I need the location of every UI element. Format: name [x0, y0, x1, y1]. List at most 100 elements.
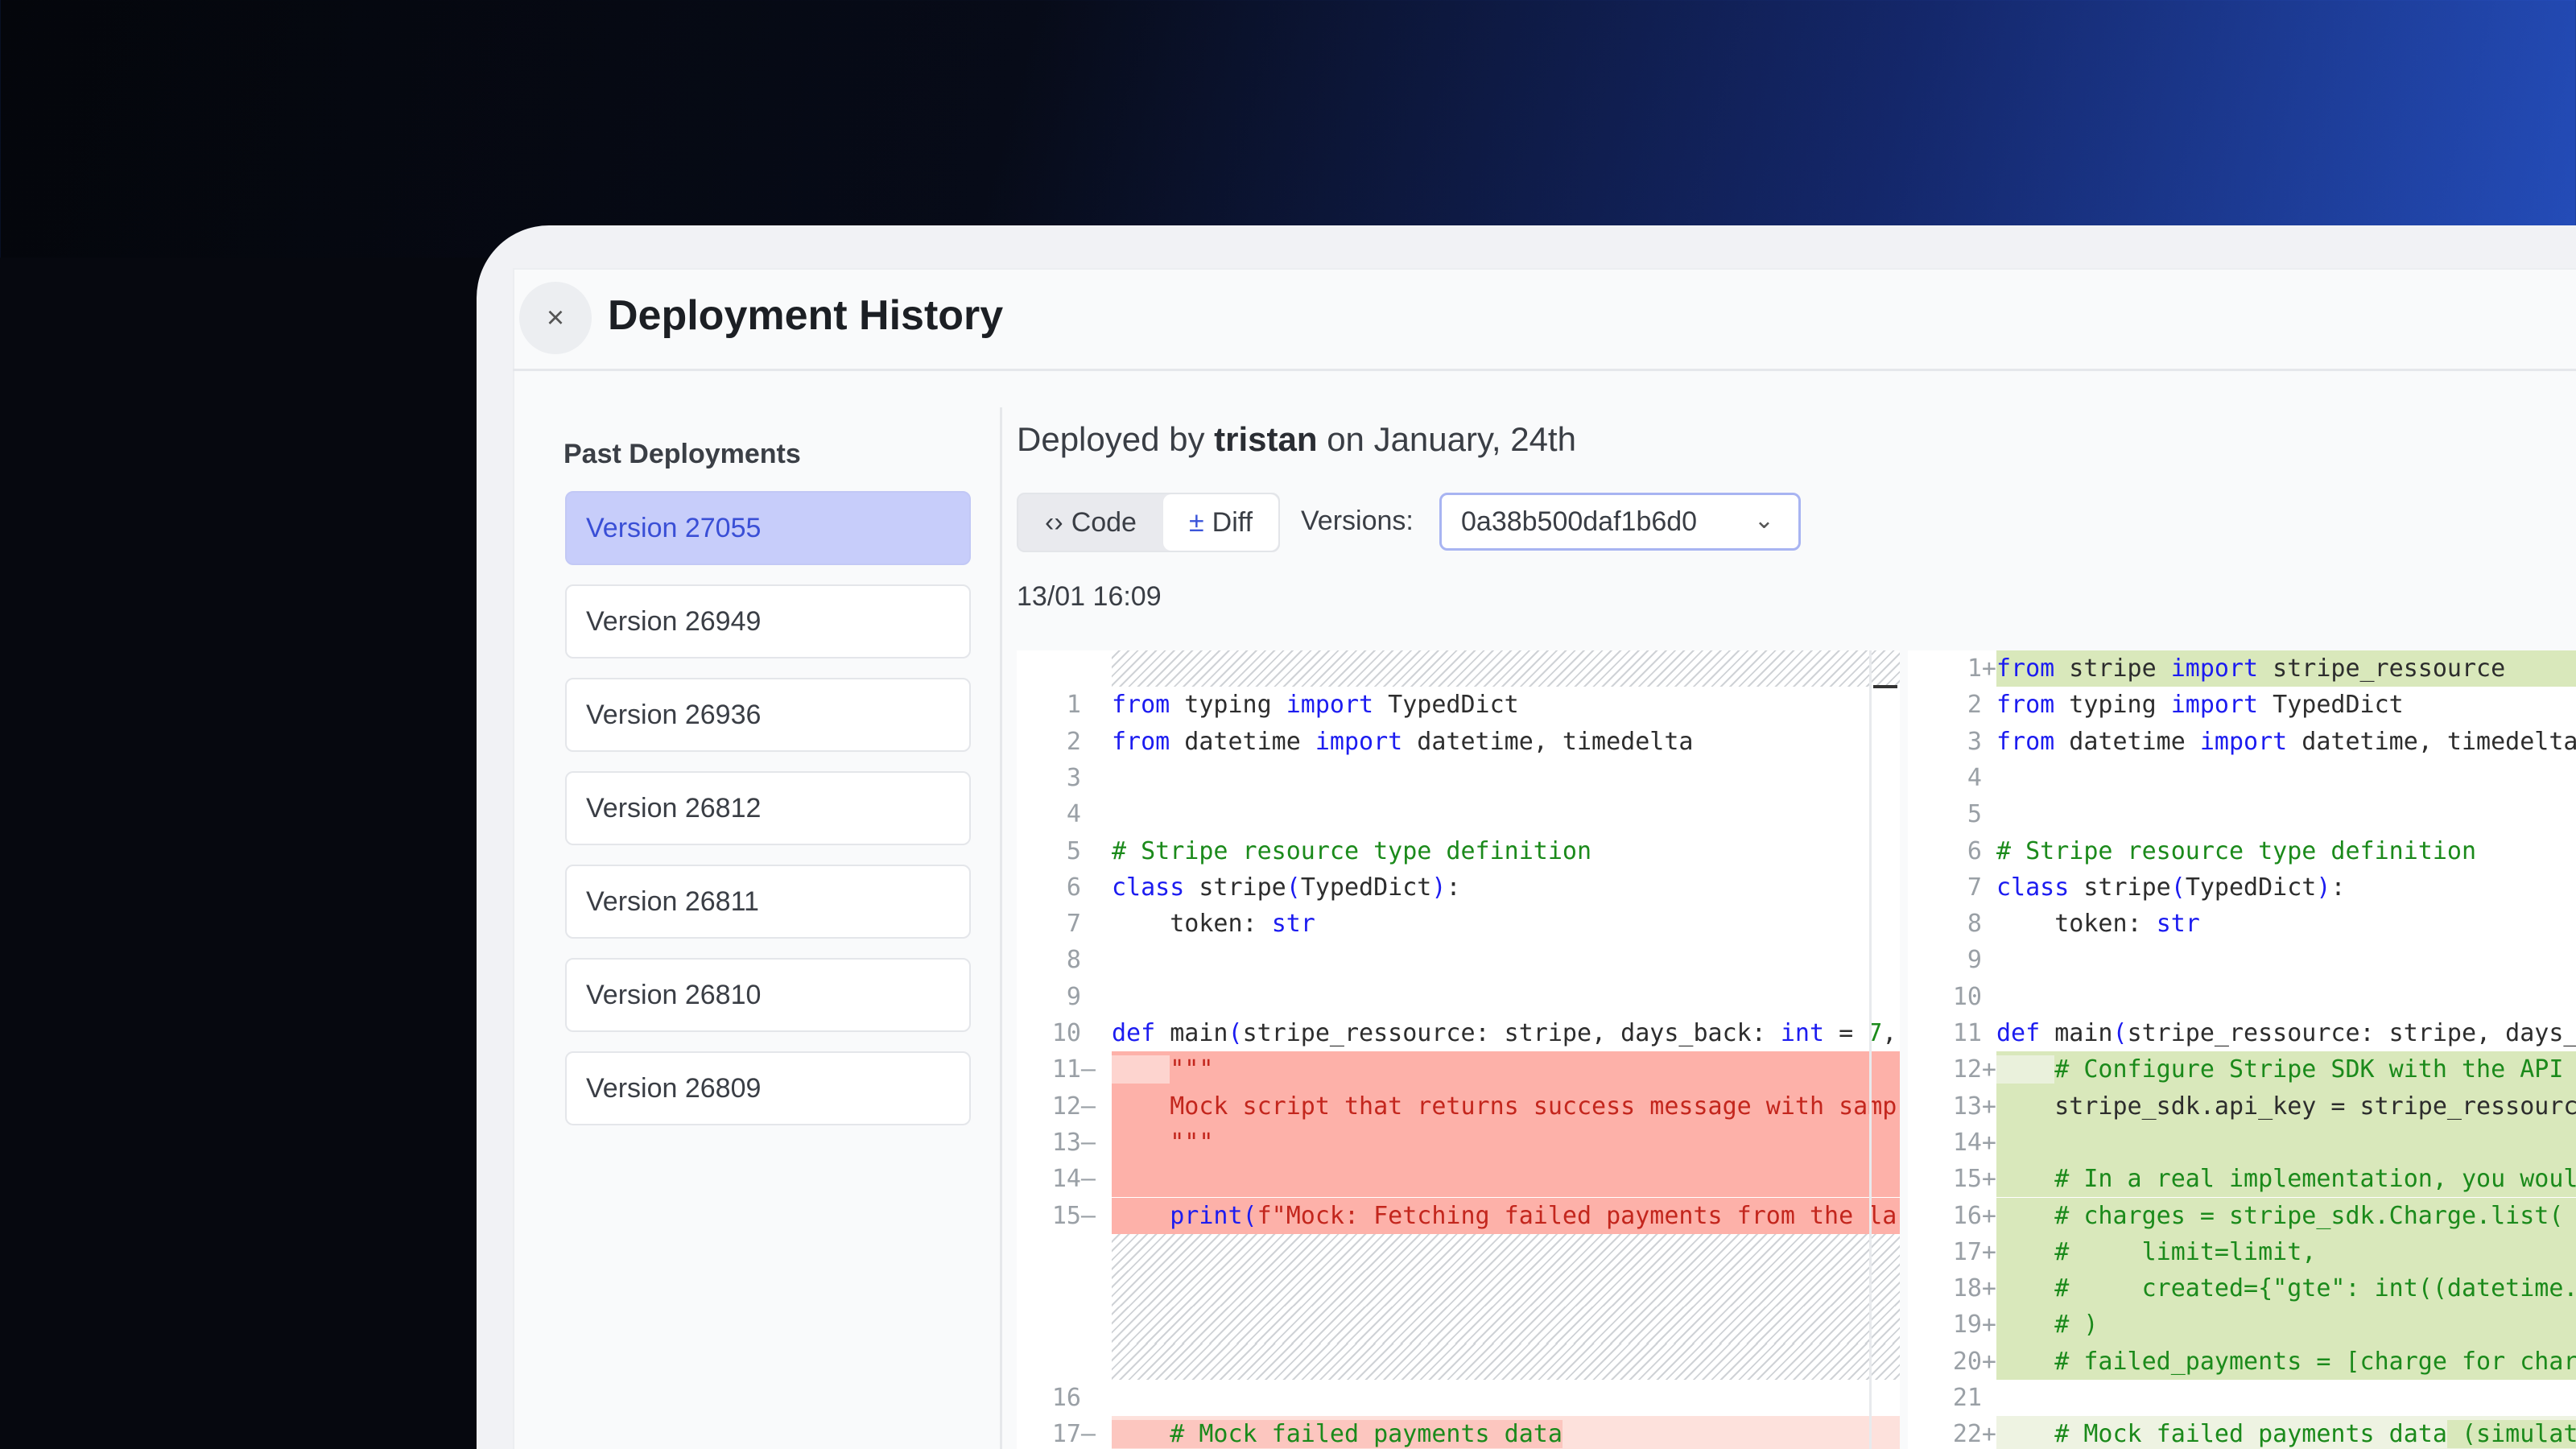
sidebar-item-version[interactable]: Version 27055 [565, 491, 971, 565]
line-number: 6 [1967, 836, 1996, 865]
line-code: """ [1112, 1124, 1900, 1162]
line-number: 9 [1066, 982, 1096, 1011]
line-code: from datetime import datetime, timedelta [1996, 724, 2576, 760]
code-token: TypedDict [1373, 691, 1519, 720]
code-token: # Mock failed payments data [1996, 1420, 2447, 1449]
code-token: Mock script that returns success message… [1112, 1092, 1897, 1121]
code-token: ( [1228, 1019, 1243, 1047]
deployed-date: on January, 24th [1327, 420, 1576, 458]
line-code: stripe_sdk.api_key = stripe_ressourc [1996, 1088, 2576, 1125]
versions-select[interactable]: 0a38b500daf1b6d0 ⌄ [1439, 493, 1801, 551]
page-title: Deployment History [608, 292, 1004, 339]
line-code: """ [1112, 1051, 1900, 1088]
code-token: from [1996, 691, 2055, 720]
code-token: import [2170, 691, 2259, 720]
code-token: from [1112, 691, 1170, 720]
line-number: 22+ [1952, 1420, 1996, 1449]
code-line: 11 def main(stripe_ressource: stripe, da… [1908, 1015, 2576, 1051]
line-code [1112, 796, 1900, 832]
sidebar-item-version[interactable]: Version 26949 [565, 584, 971, 658]
sidebar-item-version[interactable]: Version 26809 [565, 1051, 971, 1125]
scrollbar[interactable] [1869, 650, 1872, 1449]
line-number: 2 [1967, 691, 1996, 720]
code-line: 16+ # charges = stripe_sdk.Charge.list( [1908, 1197, 2576, 1234]
code-line: 10 [1908, 979, 2576, 1015]
code-token: # Stripe resource type definition [1112, 836, 1592, 865]
code-token: # limit=limit, [1996, 1237, 2317, 1266]
code-token: class [1112, 873, 1185, 902]
line-code: # Stripe resource type definition [1996, 833, 2576, 869]
line-code: from typing import TypedDict [1112, 687, 1900, 723]
code-token [1112, 1055, 1170, 1084]
code-token: # Stripe resource type definition [1996, 836, 2477, 865]
line-number: 15+ [1952, 1165, 1996, 1194]
diff-tab[interactable]: ± Diff [1163, 494, 1278, 551]
sidebar-item-version[interactable]: Version 26811 [565, 865, 971, 939]
code-token: int [1780, 1019, 1825, 1047]
line-number: 7 [1967, 873, 1996, 902]
sidebar-divider [1000, 407, 1002, 1449]
line-code: from datetime import datetime, timedelta [1112, 724, 1900, 760]
diff-filler-row [1017, 1270, 1900, 1307]
line-number: 16 [1051, 1384, 1096, 1412]
close-icon: × [546, 300, 565, 335]
line-code: class stripe(TypedDict): [1112, 869, 1900, 906]
code-token: (simulat [2446, 1420, 2576, 1449]
line-number: 14— [1051, 1165, 1096, 1194]
line-number: 17+ [1952, 1237, 1996, 1266]
code-line: 17— # Mock failed payments data [1017, 1416, 1900, 1449]
code-token: def [1996, 1019, 2041, 1047]
line-number: 5 [1967, 800, 1996, 829]
line-number: 12+ [1952, 1055, 1996, 1084]
line-code [1112, 1233, 1900, 1271]
diff-filler-row [1017, 1233, 1900, 1271]
code-token: f"Mock: Fetching failed payments from th… [1257, 1201, 1897, 1230]
code-token: # In a real implementation, you woul [1996, 1165, 2576, 1194]
line-number: 15— [1051, 1201, 1096, 1230]
sidebar-item-version[interactable]: Version 26812 [565, 771, 971, 845]
line-code [1996, 760, 2576, 796]
scrollbar-thumb[interactable] [1873, 685, 1897, 688]
code-token: str [2156, 910, 2200, 939]
sidebar-item-version[interactable]: Version 26810 [565, 958, 971, 1032]
version-timestamp: 13/01 16:09 [1017, 581, 1162, 612]
code-token: # Mock failed payments data [1170, 1420, 1563, 1449]
code-token: stripe [2069, 873, 2171, 902]
code-line: 12+ # Configure Stripe SDK with the API [1908, 1051, 2576, 1088]
code-token: class [1996, 873, 2070, 902]
code-line: 6 class stripe(TypedDict): [1017, 869, 1900, 906]
code-line: 3 from datetime import datetime, timedel… [1908, 724, 2576, 760]
code-token: token: [1112, 910, 1272, 939]
code-token: def [1112, 1019, 1156, 1047]
line-code: print(f"Mock: Fetching failed payments f… [1112, 1197, 1900, 1234]
code-token: TypedDict [2185, 873, 2317, 902]
line-code: # Mock failed payments data [1112, 1416, 1900, 1449]
view-toggle: ‹› Code ± Diff [1017, 493, 1280, 552]
code-token: datetime [2054, 727, 2200, 756]
sidebar-item-version[interactable]: Version 26936 [565, 678, 971, 752]
close-button[interactable]: × [519, 282, 592, 354]
versions-value: 0a38b500daf1b6d0 [1461, 506, 1698, 537]
deployed-user: tristan [1214, 420, 1318, 458]
code-line: 11— """ [1017, 1051, 1900, 1088]
line-code: token: str [1996, 906, 2576, 942]
code-token: typing [1170, 691, 1286, 720]
line-code [1112, 1270, 1900, 1307]
code-icon: ‹› [1045, 506, 1063, 538]
code-token: # Configure Stripe SDK with the API [2054, 1055, 2564, 1084]
code-token: # ) [1996, 1311, 2099, 1340]
code-line: 19+ # ) [1908, 1307, 2576, 1344]
code-token: import [1286, 691, 1374, 720]
line-code: # failed_payments = [charge for char [1996, 1343, 2576, 1380]
line-number: 13— [1051, 1128, 1096, 1157]
code-line: 22+ # Mock failed payments data (simulat [1908, 1416, 2576, 1449]
line-number: 17— [1051, 1420, 1096, 1449]
sidebar-title: Past Deployments [564, 439, 801, 469]
line-number: 9 [1967, 946, 1996, 975]
code-token: from [1996, 654, 2055, 683]
code-tab[interactable]: ‹› Code [1018, 494, 1163, 551]
code-line: 5 [1908, 796, 2576, 832]
code-token: import [2170, 654, 2259, 683]
line-number: 18+ [1952, 1274, 1996, 1303]
line-code [1112, 942, 1900, 978]
